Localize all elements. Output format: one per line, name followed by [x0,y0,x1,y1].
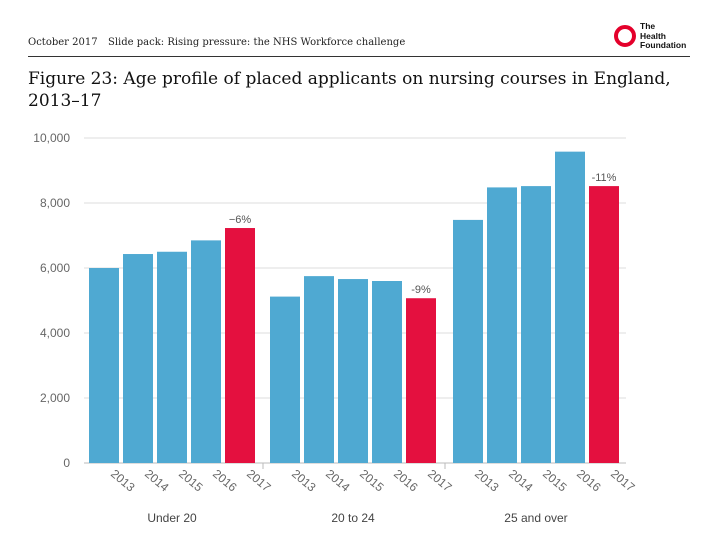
bar [521,186,551,463]
bar [372,281,402,463]
y-tick-label: 2,000 [40,391,70,405]
health-foundation-logo: The Health Foundation [614,21,694,52]
figure-title: Figure 23: Age profile of placed applica… [28,69,671,111]
logo-line-3: Foundation [640,40,687,50]
bar [555,151,585,463]
y-tick-label: 6,000 [40,261,70,275]
change-annotation: -11% [592,172,617,184]
x-tick-label: 2013 [108,467,138,495]
x-tick-label: 2013 [289,467,319,495]
header-slide-pack-title: Slide pack: Rising pressure: the NHS Wor… [108,37,406,48]
bar [589,186,619,463]
x-tick-label: 2017 [608,467,638,495]
bar [157,251,187,463]
group-label: 25 and over [504,511,567,525]
x-tick-label: 2017 [425,467,455,495]
bar [453,219,483,463]
x-tick-label: 2015 [540,467,570,495]
bar [191,240,221,463]
bar [338,279,368,463]
x-tick-label: 2013 [472,467,502,495]
bar [270,296,300,463]
bar [487,187,517,463]
y-tick-label: 8,000 [40,196,70,210]
x-tick-label: 2015 [357,467,387,495]
bar [304,276,334,463]
group-label: Under 20 [147,511,197,525]
x-tick-label: 2014 [506,467,536,495]
change-annotation: −6% [229,214,252,226]
x-tick-label: 2016 [391,467,421,495]
x-tick-label: 2015 [176,467,206,495]
logo-text: The Health Foundation [640,21,687,51]
logo-line-1: The [640,21,656,31]
x-tick-label: 2014 [323,467,353,495]
y-tick-label: 4,000 [40,326,70,340]
bar [406,298,436,463]
x-tick-label: 2016 [574,467,604,495]
y-tick-label: 0 [63,456,70,470]
x-tick-label: 2016 [210,467,240,495]
y-tick-label: 10,000 [33,131,70,145]
x-tick-label: 2017 [244,467,274,495]
header-divider [28,56,690,57]
bar [89,268,119,463]
logo-ring-icon [614,25,636,47]
header-date: October 2017 [28,37,98,48]
logo-line-2: Health [640,30,666,41]
group-label: 20 to 24 [331,511,375,525]
bar [123,254,153,463]
bar [225,228,255,463]
x-tick-label: 2014 [142,467,172,495]
change-annotation: -9% [411,284,431,296]
